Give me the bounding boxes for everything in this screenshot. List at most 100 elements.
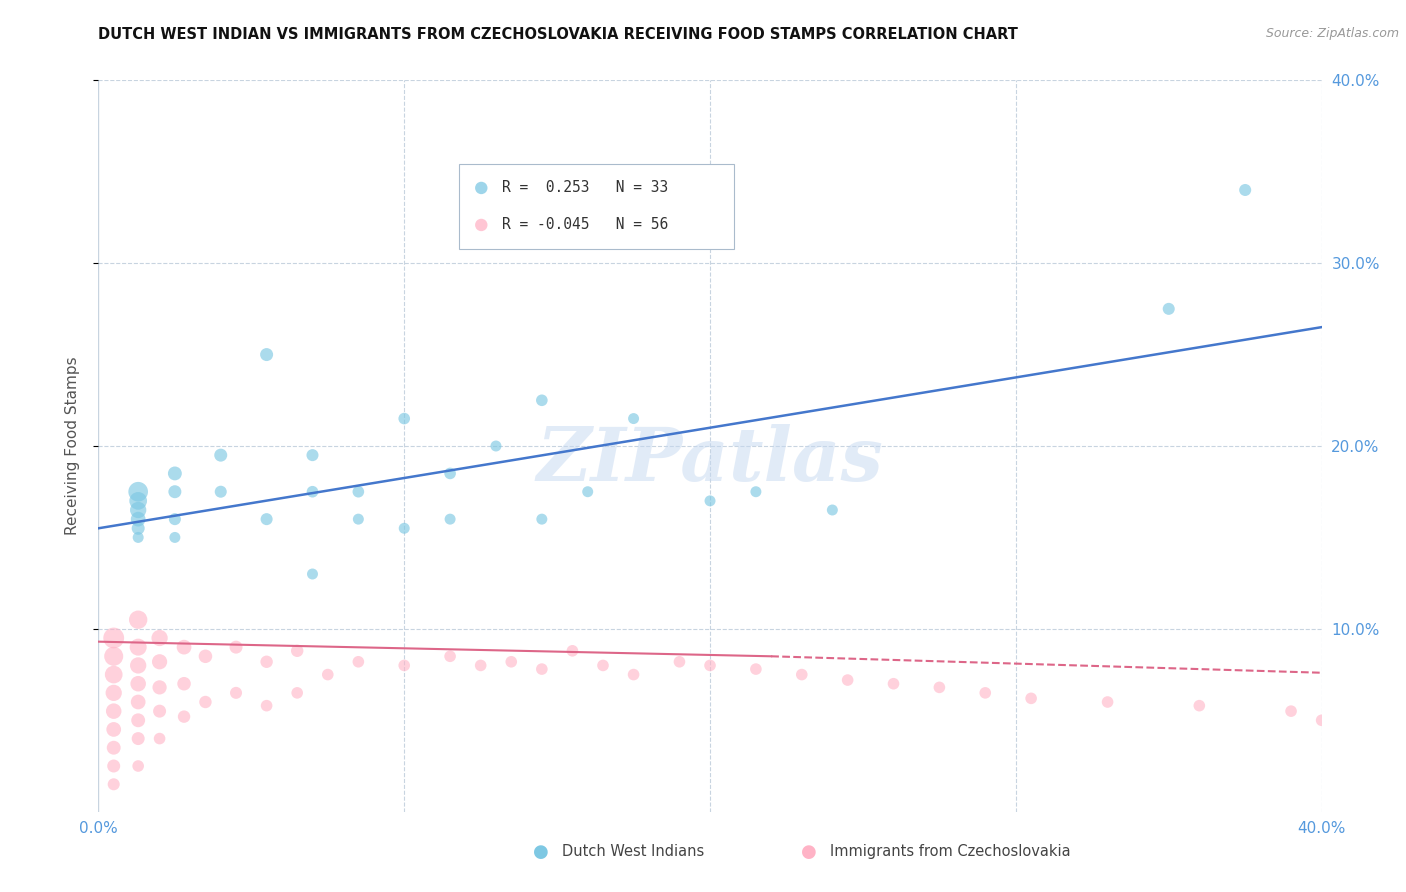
Point [623,667,645,681]
Text: Immigrants from Czechoslovakia: Immigrants from Czechoslovakia [830,845,1070,859]
Point [103,777,125,791]
Point [103,667,125,681]
Point [127,512,149,526]
Point [127,484,149,499]
Point [127,493,149,508]
Point [745,484,768,499]
Point [127,530,149,544]
Point [1097,695,1119,709]
Point [127,714,149,728]
Point [149,731,172,746]
Point [1279,704,1302,718]
Point [301,448,323,462]
Point [225,686,247,700]
Text: ZIPatlas: ZIPatlas [537,425,883,497]
Point [883,676,905,690]
Point [439,512,461,526]
Point [103,686,125,700]
Point [974,686,997,700]
Point [163,512,186,526]
Text: ●: ● [533,843,550,861]
Point [127,658,149,673]
Point [392,658,416,673]
Point [127,731,149,746]
Point [149,704,172,718]
Point [127,640,149,655]
Point [316,667,339,681]
Text: R =  0.253   N = 33: R = 0.253 N = 33 [502,180,668,195]
Point [127,521,149,535]
Point [745,662,768,676]
Y-axis label: Receiving Food Stamps: Receiving Food Stamps [65,357,80,535]
Point [561,644,583,658]
Point [530,512,553,526]
Point [256,348,278,362]
Text: Dutch West Indians: Dutch West Indians [562,845,704,859]
Point [347,655,370,669]
Text: ●: ● [800,843,817,861]
Point [1157,301,1180,316]
Point [699,493,721,508]
Point [127,759,149,773]
Point [103,649,125,664]
Text: Source: ZipAtlas.com: Source: ZipAtlas.com [1265,27,1399,40]
Point [576,484,599,499]
Point [103,759,125,773]
Point [530,662,553,676]
Point [470,658,492,673]
Point [821,503,844,517]
Point [485,439,508,453]
Point [149,655,172,669]
Point [103,631,125,645]
Point [173,709,195,723]
Point [103,704,125,718]
Point [163,530,186,544]
Point [301,567,323,582]
Point [127,695,149,709]
Point [194,695,217,709]
Point [1310,714,1333,728]
Point [163,467,186,481]
Point [439,649,461,664]
FancyBboxPatch shape [460,164,734,249]
Point [501,655,523,669]
Point [256,698,278,713]
Point [225,640,247,655]
Point [163,484,186,499]
Point [347,484,370,499]
Point [285,644,308,658]
Point [347,512,370,526]
Point [173,676,195,690]
Point [392,521,416,535]
Point [392,411,416,425]
Text: DUTCH WEST INDIAN VS IMMIGRANTS FROM CZECHOSLOVAKIA RECEIVING FOOD STAMPS CORREL: DUTCH WEST INDIAN VS IMMIGRANTS FROM CZE… [98,27,1018,42]
Point [928,681,950,695]
Point [439,467,461,481]
Point [127,613,149,627]
Point [256,655,278,669]
Point [209,484,232,499]
Point [149,681,172,695]
Point [790,667,813,681]
Text: R = -0.045   N = 56: R = -0.045 N = 56 [502,218,668,233]
Point [301,484,323,499]
Point [699,658,721,673]
Point [530,393,553,408]
Point [592,658,614,673]
Point [285,686,308,700]
Point [1234,183,1257,197]
Point [173,640,195,655]
Point [1019,691,1042,706]
Point [127,503,149,517]
Point [127,676,149,690]
Point [837,673,859,687]
Point [103,740,125,755]
Point [1188,698,1211,713]
Point [194,649,217,664]
Point [668,655,690,669]
Point [256,512,278,526]
Point [623,411,645,425]
Point [149,631,172,645]
Point [103,723,125,737]
Point [209,448,232,462]
